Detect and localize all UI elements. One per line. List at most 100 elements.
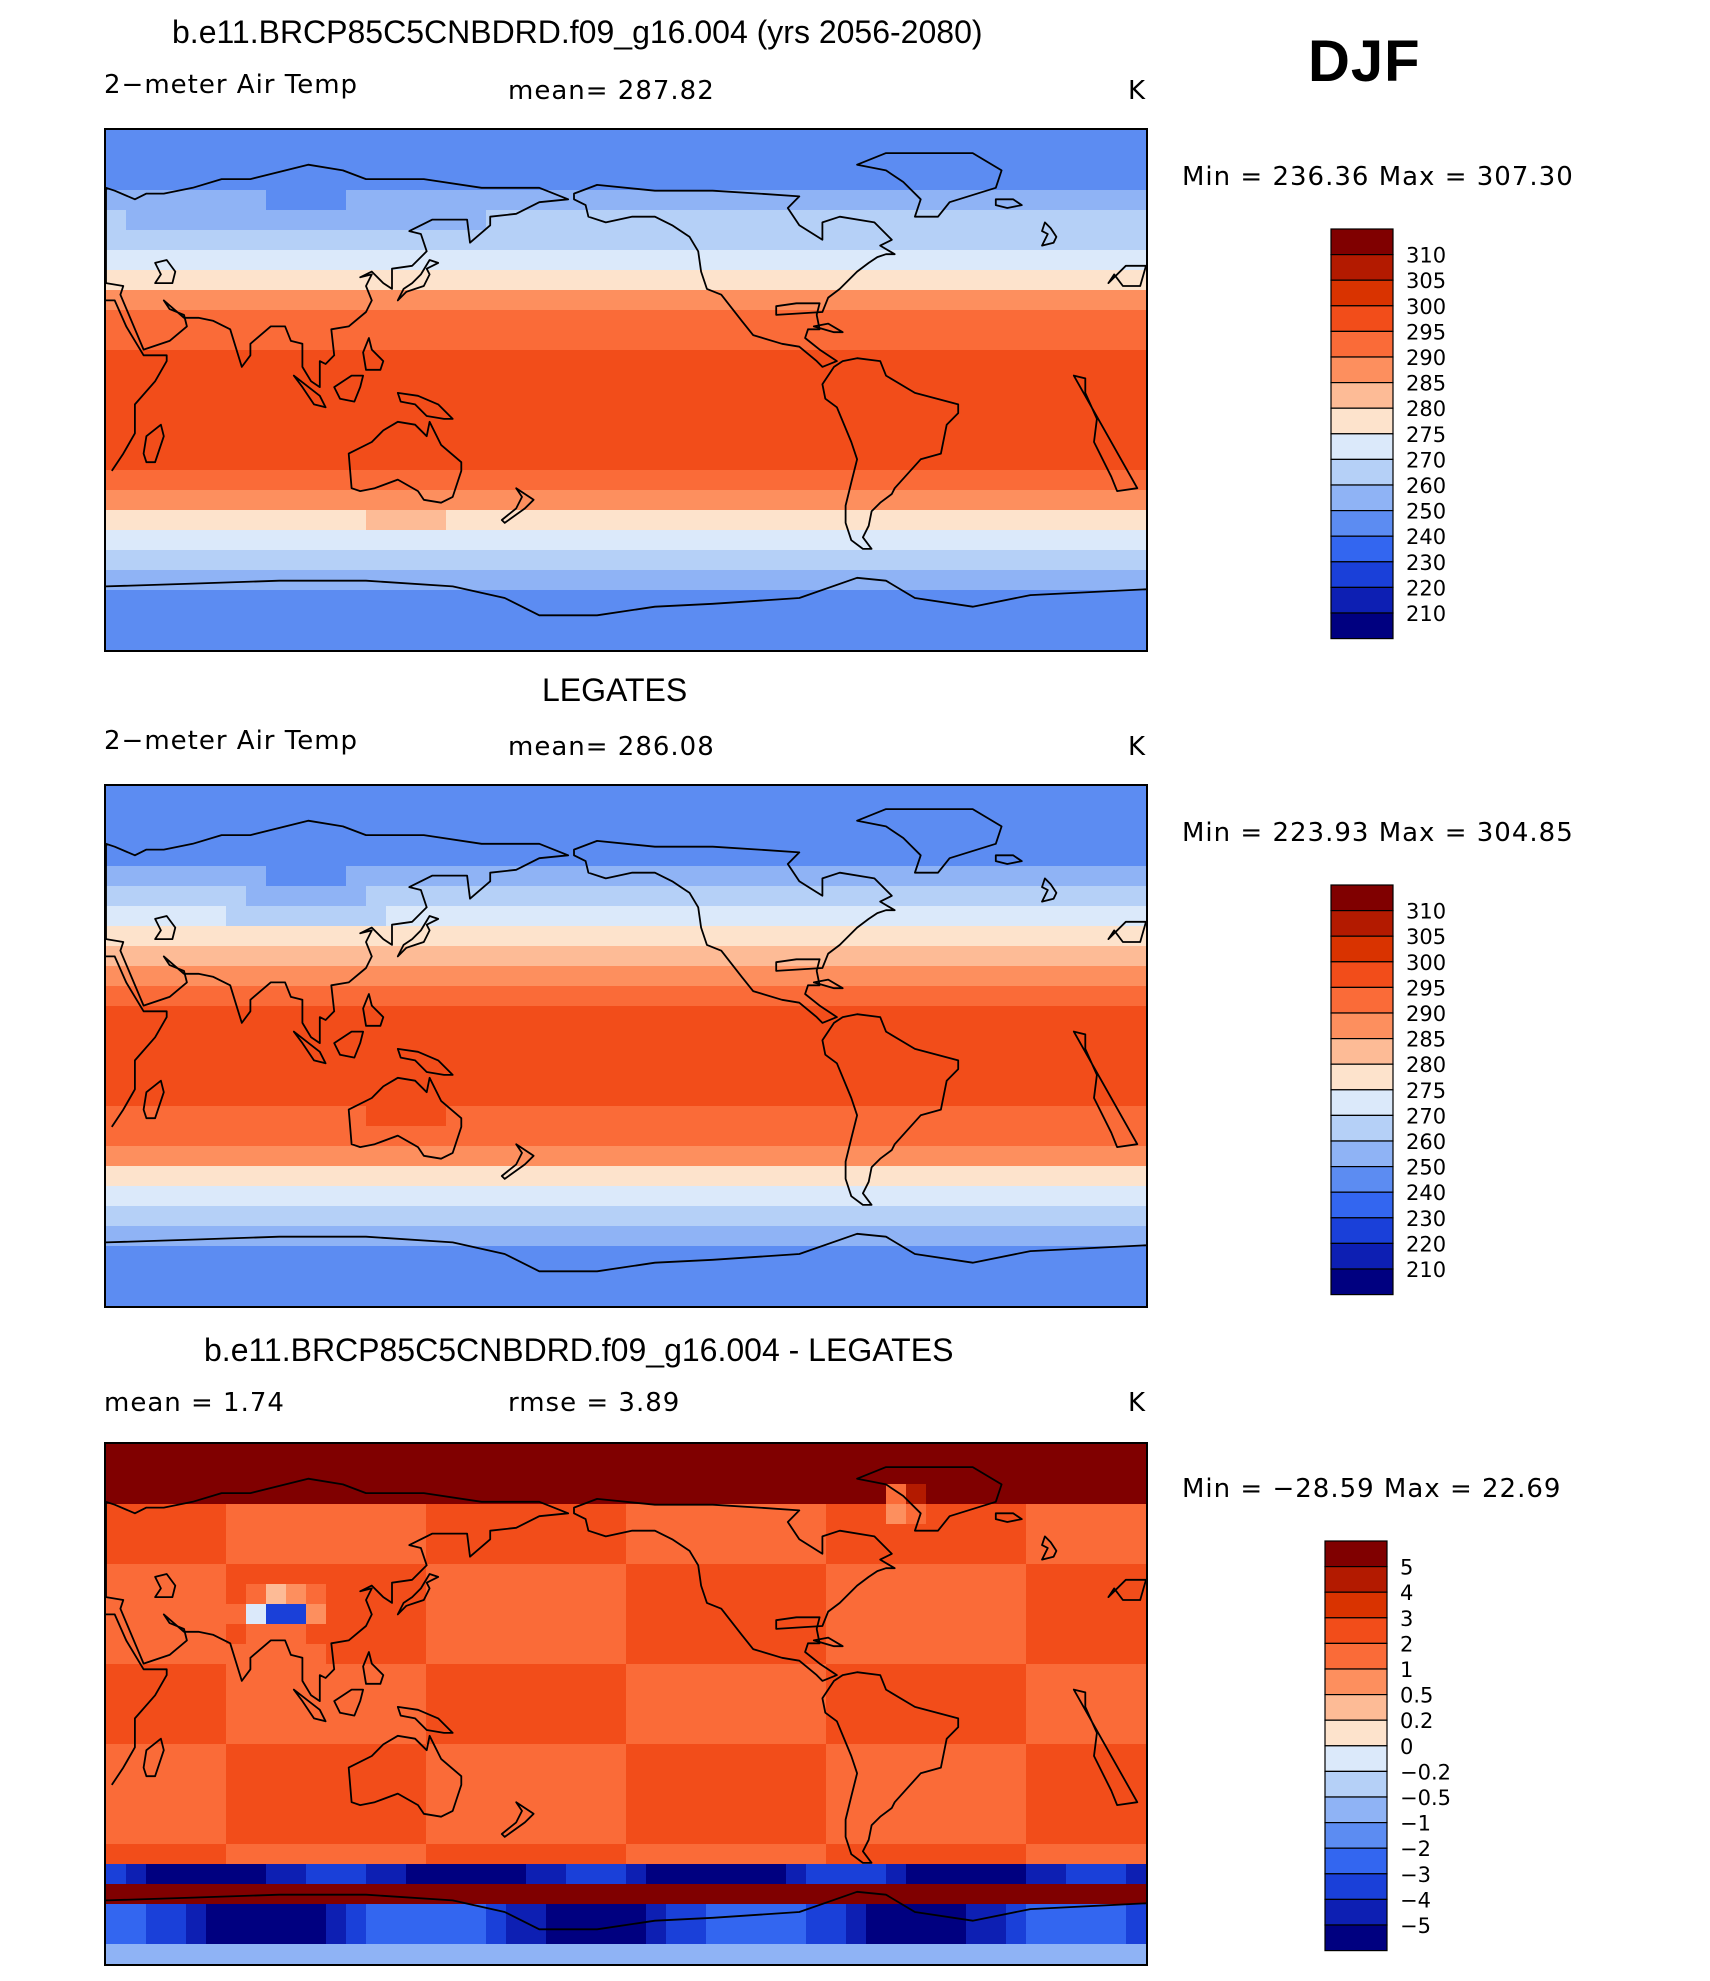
field-cell (986, 1904, 1007, 1925)
field-cell (466, 906, 487, 927)
field-cell (966, 1066, 987, 1087)
colorbar-swatch (1330, 228, 1394, 256)
colorbar-swatch (1330, 961, 1394, 989)
field-cell (186, 430, 207, 451)
field-cell (566, 590, 587, 611)
field-cell (586, 370, 607, 391)
field-cell (506, 1944, 527, 1964)
field-cell (886, 1246, 907, 1267)
field-cell (326, 1924, 347, 1945)
field-cell (766, 330, 787, 351)
field-cell (1126, 906, 1146, 927)
field-cell (466, 1904, 487, 1925)
field-cell (826, 1146, 847, 1167)
field-cell (886, 1684, 907, 1705)
field-cell (666, 1226, 687, 1247)
field-cell (506, 550, 527, 571)
field-cell (1046, 1206, 1067, 1227)
field-cell (206, 1644, 227, 1665)
field-cell (826, 1444, 847, 1465)
field-cell (506, 390, 527, 411)
field-cell (406, 590, 427, 611)
field-cell (1126, 1604, 1146, 1625)
field-cell (226, 1844, 247, 1865)
colorbar-tick-label: 260 (1406, 474, 1446, 498)
field-cell (386, 1006, 407, 1027)
field-cell (246, 250, 267, 271)
field-cell (226, 1884, 247, 1905)
field-cell (446, 1286, 467, 1306)
field-cell (886, 786, 907, 807)
field-cell (646, 1226, 667, 1247)
field-cell (526, 906, 547, 927)
field-cell (226, 530, 247, 551)
field-cell (1066, 590, 1087, 611)
field-cell (766, 130, 787, 151)
field-cell (486, 510, 507, 531)
field-cell (486, 530, 507, 551)
field-cell (426, 290, 447, 311)
field-cell (906, 1584, 927, 1605)
field-cell (126, 1864, 147, 1885)
field-cell (966, 1864, 987, 1885)
field-cell (146, 1286, 167, 1306)
field-cell (986, 530, 1007, 551)
field-cell (1046, 886, 1067, 907)
field-cell (926, 1186, 947, 1207)
field-cell (1086, 986, 1107, 1007)
field-cell (386, 1524, 407, 1545)
field-cell (686, 530, 707, 551)
coastlines (106, 808, 1146, 1273)
field-cell (366, 1106, 387, 1127)
colorbar-tick-label: 300 (1406, 295, 1446, 319)
coastline-samerica (821, 357, 960, 550)
field-cell (666, 150, 687, 171)
field-cell (146, 210, 167, 231)
field-cell (506, 966, 527, 987)
field-cell (366, 130, 387, 151)
field-cell (746, 530, 767, 551)
field-cell (946, 1604, 967, 1625)
field-cell (206, 570, 227, 591)
field-cell (1126, 1106, 1146, 1127)
field-cell (126, 1764, 147, 1785)
field-cell (1066, 1266, 1087, 1287)
field-cell (926, 986, 947, 1007)
field-cell (386, 1884, 407, 1905)
field-cell (686, 470, 707, 491)
field-cell (326, 250, 347, 271)
field-cell (186, 390, 207, 411)
field-cell (846, 1624, 867, 1645)
colorbar-swatch (1330, 407, 1394, 435)
field-cell (566, 1784, 587, 1805)
field-cell (1126, 826, 1146, 847)
field-cell (1086, 310, 1107, 331)
field-cell (466, 510, 487, 531)
field-cell (1006, 590, 1027, 611)
field-cell (366, 290, 387, 311)
field-cell (806, 1924, 827, 1945)
field-cell (1066, 1584, 1087, 1605)
field-cell (786, 1884, 807, 1905)
field-cell (606, 1864, 627, 1885)
field-cell (506, 1266, 527, 1287)
field-cell (566, 1086, 587, 1107)
field-cell (966, 1444, 987, 1465)
field-cell (546, 270, 567, 291)
field-cell (166, 1864, 187, 1885)
field-cell (686, 826, 707, 847)
field-cell (886, 1464, 907, 1485)
field-cell (426, 1286, 447, 1306)
field-cell (826, 290, 847, 311)
field-cell (826, 906, 847, 927)
field-cell (686, 190, 707, 211)
field-cell (506, 1704, 527, 1725)
field-cell (166, 1046, 187, 1067)
field-cell (206, 1704, 227, 1725)
field-cell (1126, 210, 1146, 231)
field-cell (606, 1624, 627, 1645)
field-cell (646, 1944, 667, 1964)
field-cell (806, 1704, 827, 1725)
field-cell (526, 806, 547, 827)
field-cell (686, 130, 707, 151)
